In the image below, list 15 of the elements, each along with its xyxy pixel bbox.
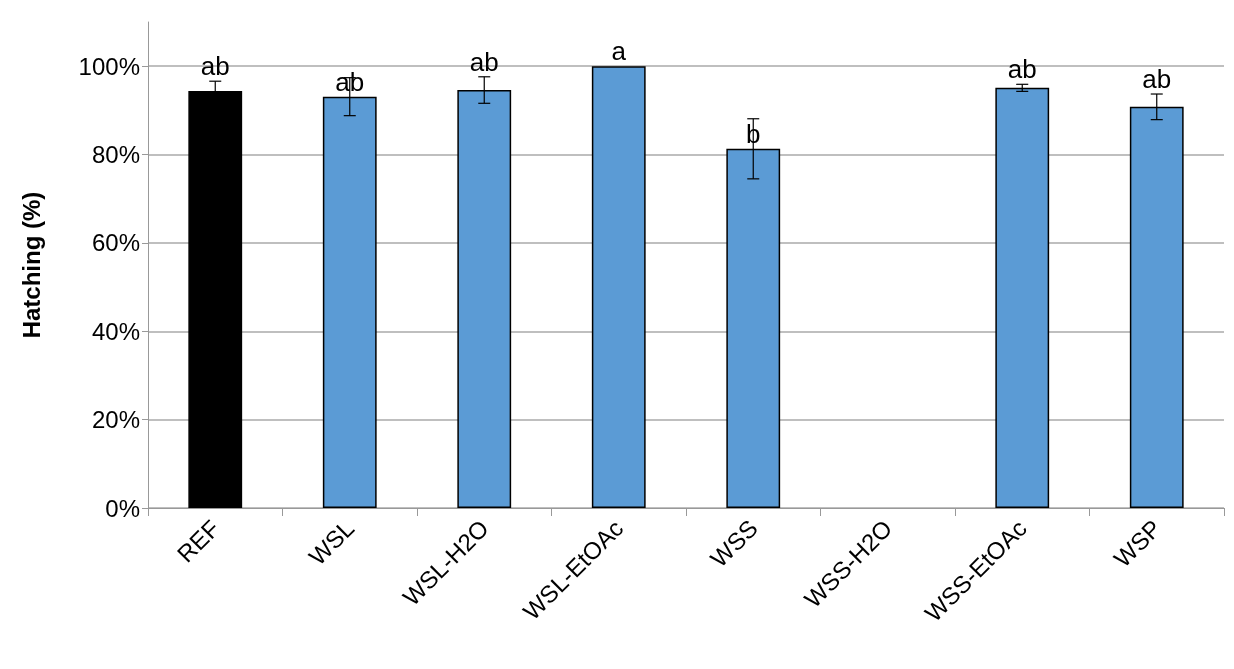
annotation: ab <box>1142 64 1172 95</box>
y-tick-label: 0% <box>105 494 140 522</box>
y-tick-label: 100% <box>78 52 140 80</box>
annotation: a <box>611 36 627 67</box>
annotation: ab <box>200 51 230 82</box>
bar <box>995 87 1050 508</box>
y-tick-label: 80% <box>91 141 140 169</box>
annotation: ab <box>469 46 499 77</box>
y-tick-label: 20% <box>91 406 140 434</box>
bar <box>591 66 646 508</box>
y-tick-label: 60% <box>91 229 140 257</box>
y-tick-label: 40% <box>91 317 140 345</box>
y-axis-title: Hatching (%) <box>17 191 45 339</box>
x-tick-label: WSL <box>303 514 360 571</box>
annotation: ab <box>1007 54 1037 85</box>
